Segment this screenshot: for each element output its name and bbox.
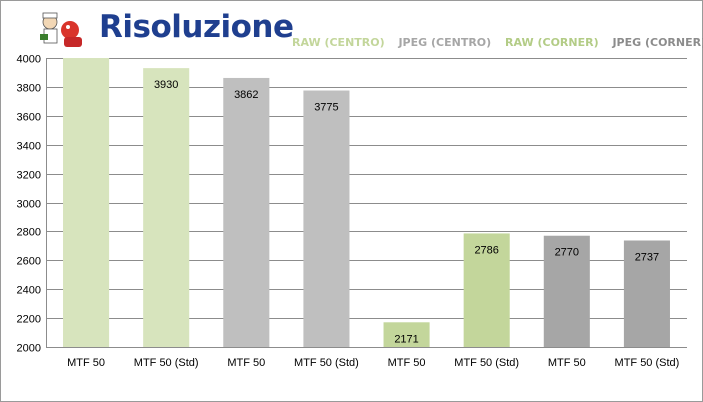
legend-entry-raw-centro: RAW (CENTRO) bbox=[292, 36, 385, 49]
x-tick-label: MTF 50 (Std) bbox=[294, 357, 359, 369]
legend-entry-jpeg-centro: JPEG (CENTRO) bbox=[398, 36, 492, 49]
data-label: 2786 bbox=[474, 244, 498, 256]
data-label: 3775 bbox=[314, 102, 338, 114]
bar bbox=[223, 77, 270, 347]
bar bbox=[543, 235, 590, 347]
data-label: 3862 bbox=[234, 89, 258, 101]
bar bbox=[623, 240, 670, 347]
y-tick-label: 2400 bbox=[17, 285, 41, 297]
y-tick-label: 2800 bbox=[17, 227, 41, 239]
legend-entry-raw-corner: RAW (CORNER) bbox=[505, 36, 599, 49]
x-tick-label: MTF 50 bbox=[548, 357, 586, 369]
data-label: 3930 bbox=[154, 79, 178, 91]
y-tick-label: 2600 bbox=[17, 256, 41, 268]
bar bbox=[463, 233, 510, 347]
y-tick-label: 4000 bbox=[17, 54, 41, 66]
y-tick-label: 3400 bbox=[17, 141, 41, 153]
chart-title: Risoluzione bbox=[99, 9, 294, 45]
data-label: 2770 bbox=[555, 247, 579, 259]
x-tick-label: MTF 50 bbox=[227, 357, 265, 369]
bar bbox=[303, 90, 350, 347]
bar bbox=[63, 58, 110, 347]
y-tick-label: 3600 bbox=[17, 112, 41, 124]
x-tick-label: MTF 50 bbox=[388, 357, 426, 369]
data-label: 2171 bbox=[394, 333, 418, 345]
y-tick-label: 2200 bbox=[17, 314, 41, 326]
y-tick-label: 3000 bbox=[17, 199, 41, 211]
y-tick-label: 3200 bbox=[17, 170, 41, 182]
y-tick-label: 2000 bbox=[17, 343, 41, 355]
data-label: 2737 bbox=[635, 252, 659, 264]
x-tick-label: MTF 50 (Std) bbox=[134, 357, 199, 369]
x-tick-label: MTF 50 (Std) bbox=[615, 357, 680, 369]
y-tick-label: 3800 bbox=[17, 83, 41, 95]
x-tick-label: MTF 50 (Std) bbox=[454, 357, 519, 369]
legend-entry-jpeg-corner: JPEG (CORNER) bbox=[612, 36, 703, 49]
bar bbox=[143, 68, 190, 348]
bar bbox=[383, 322, 430, 347]
legend: RAW (CENTRO) JPEG (CENTRO) RAW (CORNER) … bbox=[292, 36, 703, 49]
x-tick-label: MTF 50 bbox=[67, 357, 105, 369]
mascot-logo-icon bbox=[40, 12, 82, 47]
